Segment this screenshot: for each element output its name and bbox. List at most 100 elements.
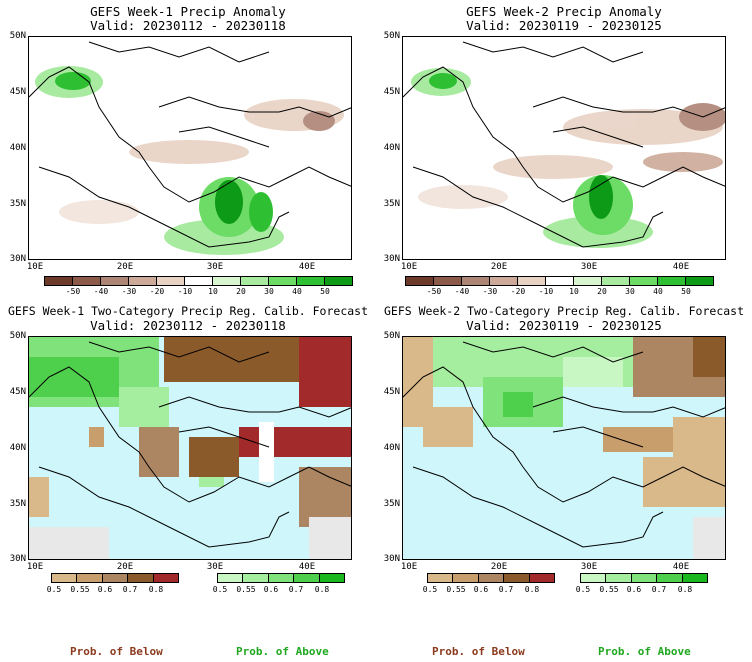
- lat-label: 35N: [383, 499, 400, 509]
- no-data: [693, 517, 725, 559]
- above-region: [433, 337, 633, 427]
- colorbar-label: 0.7: [288, 585, 304, 594]
- colorbar-label: 0.7: [651, 585, 667, 594]
- prob-below-label: Prob. of Below: [70, 645, 163, 658]
- panel-subtitle: Valid: 20230112 - 20230118: [90, 318, 286, 333]
- lon-label: 40E: [672, 262, 690, 272]
- colorbar-label: -10: [177, 287, 193, 296]
- colorbar-label: 0.8: [314, 585, 330, 594]
- colorbar-label: 10: [569, 287, 579, 296]
- lat-label: 40N: [383, 143, 400, 153]
- lon-label: 20E: [116, 562, 134, 572]
- lat-label: 50N: [9, 31, 26, 41]
- lon-label: 10E: [400, 262, 418, 272]
- colorbar-label: 0.5: [212, 585, 228, 594]
- lat-label: 50N: [383, 31, 400, 41]
- colorbar-label: 0.55: [446, 585, 466, 594]
- colorbar-label: 50: [320, 287, 330, 296]
- colorbar-label: 50: [681, 287, 691, 296]
- colorbar-label: 0.7: [498, 585, 514, 594]
- lon-label: 10E: [400, 562, 418, 572]
- lat-label: 50N: [9, 331, 26, 341]
- colorbar-label: -50: [65, 287, 81, 296]
- colorbar-label: 0.7: [122, 585, 138, 594]
- panel-week2-probability: GEFS Week-2 Two-Category Precip Reg. Cal…: [376, 300, 752, 600]
- brown-anomaly: [418, 103, 725, 209]
- lon-label: 40E: [298, 262, 316, 272]
- lat-label: 40N: [9, 443, 26, 453]
- panel-week2-anomaly: GEFS Week-2 Precip Anomaly Valid: 202301…: [376, 0, 752, 300]
- colorbar-label: 0.55: [599, 585, 619, 594]
- colorbar-label: -40: [454, 287, 470, 296]
- above-colorbar: [217, 573, 346, 583]
- panel-subtitle: Valid: 20230119 - 20230125: [466, 18, 662, 33]
- lat-label: 30N: [383, 254, 400, 264]
- lat-label: 30N: [9, 554, 26, 564]
- colorbar-label: 0.6: [626, 585, 642, 594]
- lat-label: 45N: [9, 87, 26, 97]
- coastline: [29, 66, 351, 203]
- prob-above-label: Prob. of Above: [598, 645, 691, 658]
- anomaly-colorbar: [44, 276, 353, 286]
- colorbar-label: 30: [625, 287, 635, 296]
- lat-label: 45N: [383, 87, 400, 97]
- lon-label: 30E: [206, 562, 224, 572]
- colorbar-label: 0.5: [422, 585, 438, 594]
- colorbar-label: -30: [482, 287, 498, 296]
- colorbar-label: 10: [208, 287, 218, 296]
- panel-subtitle: Valid: 20230119 - 20230125: [466, 318, 662, 333]
- colorbar-label: -50: [426, 287, 442, 296]
- lat-label: 40N: [9, 143, 26, 153]
- colorbar-label: 0.5: [575, 585, 591, 594]
- lon-label: 10E: [26, 562, 44, 572]
- colorbar-label: 30: [264, 287, 274, 296]
- lat-label: 45N: [383, 387, 400, 397]
- colorbar-label: 0.8: [524, 585, 540, 594]
- lat-label: 45N: [9, 387, 26, 397]
- lon-label: 30E: [580, 262, 598, 272]
- panel-title: GEFS Week-1 Precip Anomaly: [90, 4, 286, 19]
- lon-label: 10E: [26, 262, 44, 272]
- colorbar-label: 0.6: [97, 585, 113, 594]
- below-colorbar: [51, 573, 180, 583]
- lon-label: 20E: [490, 562, 508, 572]
- colorbar-label: 0.55: [70, 585, 90, 594]
- below-region: [29, 337, 351, 527]
- colorbar-label: 0.6: [263, 585, 279, 594]
- lat-label: 50N: [383, 331, 400, 341]
- panel-week1-probability: GEFS Week-1 Two-Category Precip Reg. Cal…: [0, 300, 376, 600]
- colorbar-label: 0.8: [148, 585, 164, 594]
- lon-label: 20E: [116, 262, 134, 272]
- panel-title: GEFS Week-2 Two-Category Precip Reg. Cal…: [383, 304, 745, 318]
- lon-label: 30E: [580, 562, 598, 572]
- lon-label: 40E: [298, 562, 316, 572]
- lat-label: 35N: [9, 499, 26, 509]
- colorbar-label: 0.5: [46, 585, 62, 594]
- colorbar-label: 20: [597, 287, 607, 296]
- lon-label: 30E: [206, 262, 224, 272]
- panel-title: GEFS Week-2 Precip Anomaly: [466, 4, 662, 19]
- lon-label: 40E: [672, 562, 690, 572]
- colorbar-label: 20: [236, 287, 246, 296]
- below-colorbar: [427, 573, 556, 583]
- green-anomaly: [411, 68, 653, 248]
- probability-map: [28, 336, 352, 560]
- colorbar-label: -20: [510, 287, 526, 296]
- lat-label: 30N: [383, 554, 400, 564]
- colorbar-label: 0.55: [236, 585, 256, 594]
- panel-title: GEFS Week-1 Two-Category Precip Reg. Cal…: [7, 304, 369, 318]
- lon-label: 20E: [490, 262, 508, 272]
- colorbar-label: -40: [93, 287, 109, 296]
- lat-label: 35N: [9, 199, 26, 209]
- colorbar-label: -20: [149, 287, 165, 296]
- lat-label: 35N: [383, 199, 400, 209]
- anomaly-map: [28, 36, 352, 260]
- prob-above-label: Prob. of Above: [236, 645, 329, 658]
- colorbar-label: -30: [121, 287, 137, 296]
- colorbar-label: 0.6: [473, 585, 489, 594]
- colorbar-label: -10: [538, 287, 554, 296]
- anomaly-colorbar: [405, 276, 714, 286]
- lat-label: 30N: [9, 254, 26, 264]
- prob-below-label: Prob. of Below: [432, 645, 525, 658]
- panel-week1-anomaly: GEFS Week-1 Precip Anomaly Valid: 202301…: [0, 0, 376, 300]
